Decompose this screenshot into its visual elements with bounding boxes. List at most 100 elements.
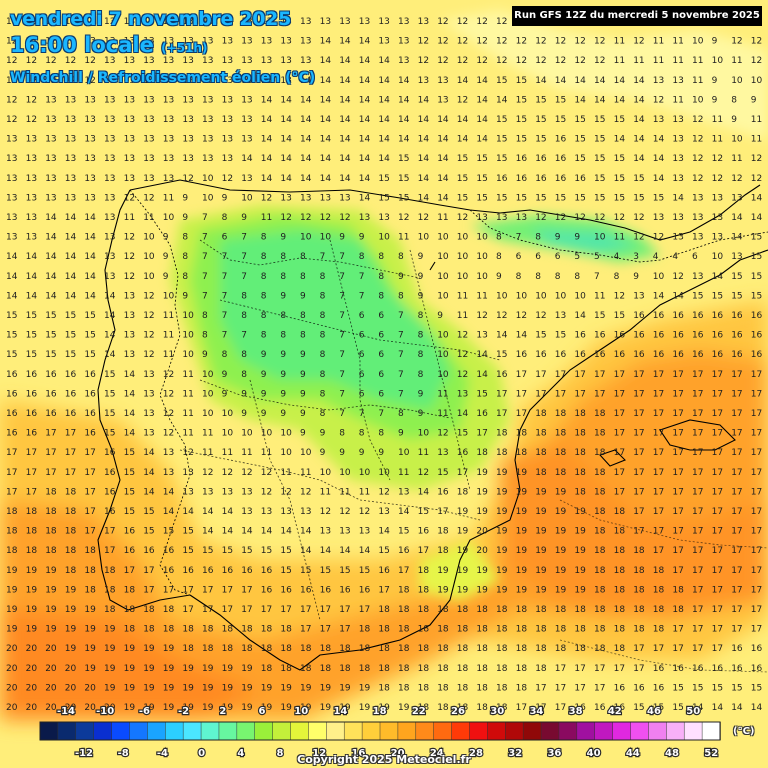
grid-value: 13 <box>163 174 174 184</box>
grid-value: 18 <box>516 644 528 654</box>
legend-top-label: 42 <box>608 706 622 717</box>
grid-value: 13 <box>163 76 174 86</box>
grid-value: 14 <box>280 527 292 537</box>
grid-value: 20 <box>45 683 57 693</box>
grid-value: 18 <box>476 448 488 458</box>
legend-top-label: 26 <box>451 706 465 717</box>
grid-value: 13 <box>692 272 703 282</box>
grid-value: 19 <box>535 585 547 595</box>
grid-value: 17 <box>84 487 95 497</box>
grid-value: 20 <box>476 546 488 556</box>
grid-value: 19 <box>45 605 57 615</box>
grid-value: 18 <box>594 527 606 537</box>
grid-value: 15 <box>555 115 566 125</box>
grid-value: 13 <box>672 115 683 125</box>
grid-value: 14 <box>496 331 508 341</box>
grid-value: 18 <box>496 448 508 458</box>
grid-value: 17 <box>555 370 566 380</box>
grid-value: 8 <box>202 331 208 341</box>
grid-value: 14 <box>476 370 488 380</box>
grid-value: 12 <box>574 37 585 47</box>
grid-value: 6 <box>378 331 384 341</box>
grid-value: 18 <box>457 664 469 674</box>
grid-value: 13 <box>163 448 174 458</box>
parameter-title: Windchill / Refroidissement éolien (°C) <box>10 70 316 86</box>
grid-value: 12 <box>476 56 487 66</box>
grid-value: 13 <box>104 135 115 145</box>
grid-value: 18 <box>653 605 665 615</box>
grid-value: 17 <box>496 389 507 399</box>
grid-value: 18 <box>359 664 371 674</box>
grid-value: 8 <box>300 252 306 262</box>
grid-value: 14 <box>692 703 704 713</box>
grid-value: 19 <box>104 625 116 635</box>
grid-value: 6 <box>378 370 384 380</box>
grid-value: 9 <box>712 95 718 105</box>
grid-value: 13 <box>359 17 370 27</box>
grid-value: 13 <box>261 37 272 47</box>
grid-value: 14 <box>320 546 332 556</box>
grid-value: 13 <box>418 76 429 86</box>
grid-value: 7 <box>339 291 345 301</box>
grid-value: 13 <box>339 193 350 203</box>
grid-value: 12 <box>26 115 37 125</box>
grid-value: 16 <box>45 389 57 399</box>
grid-value: 14 <box>280 115 292 125</box>
grid-value: 13 <box>398 56 409 66</box>
grid-value: 17 <box>614 664 625 674</box>
grid-value: 19 <box>437 585 449 595</box>
grid-value: 14 <box>143 487 155 497</box>
grid-value: 17 <box>555 683 566 693</box>
grid-value: 15 <box>398 527 409 537</box>
grid-value: 14 <box>26 272 38 282</box>
legend-swatch <box>326 721 345 741</box>
grid-value: 14 <box>65 233 77 243</box>
grid-value: 17 <box>574 370 585 380</box>
grid-value: 20 <box>84 703 96 713</box>
grid-value: 9 <box>339 233 345 243</box>
grid-value: 14 <box>398 76 410 86</box>
grid-value: 18 <box>555 644 567 654</box>
grid-value: 17 <box>672 409 683 419</box>
grid-value: 19 <box>496 546 508 556</box>
grid-value: 19 <box>339 683 351 693</box>
grid-value: 15 <box>555 95 566 105</box>
grid-value: 17 <box>731 370 742 380</box>
grid-value: 12 <box>692 154 703 164</box>
grid-value: 17 <box>692 527 703 537</box>
grid-value: 16 <box>574 174 586 184</box>
grid-value: 18 <box>182 625 194 635</box>
legend-swatch <box>594 721 614 741</box>
grid-value: 9 <box>712 76 718 86</box>
grid-value: 17 <box>712 487 723 497</box>
grid-value: 7 <box>339 389 345 399</box>
grid-value: 14 <box>398 115 410 125</box>
grid-value: 18 <box>437 625 449 635</box>
grid-value: 19 <box>124 664 136 674</box>
grid-value: 14 <box>339 95 351 105</box>
grid-value: 20 <box>6 683 18 693</box>
grid-value: 13 <box>143 174 154 184</box>
grid-value: 12 <box>378 487 389 497</box>
grid-value: 17 <box>26 448 37 458</box>
grid-value: 12 <box>124 272 135 282</box>
grid-value: 13 <box>182 154 193 164</box>
grid-value: 15 <box>457 154 468 164</box>
grid-value: 3 <box>633 252 639 262</box>
grid-value: 13 <box>241 487 252 497</box>
grid-value: 15 <box>378 174 389 184</box>
grid-value: 17 <box>163 585 174 595</box>
grid-value: 17 <box>672 527 683 537</box>
grid-value: 14 <box>476 115 488 125</box>
grid-value: 10 <box>261 429 273 439</box>
grid-value: 7 <box>339 272 345 282</box>
grid-value: 19 <box>45 566 57 576</box>
grid-value: 19 <box>496 566 508 576</box>
grid-value: 18 <box>594 546 606 556</box>
grid-value: 20 <box>45 703 57 713</box>
grid-value: 9 <box>339 448 345 458</box>
grid-value: 13 <box>280 507 291 517</box>
grid-value: 13 <box>104 115 115 125</box>
grid-value: 18 <box>672 605 684 615</box>
grid-value: 13 <box>124 174 135 184</box>
